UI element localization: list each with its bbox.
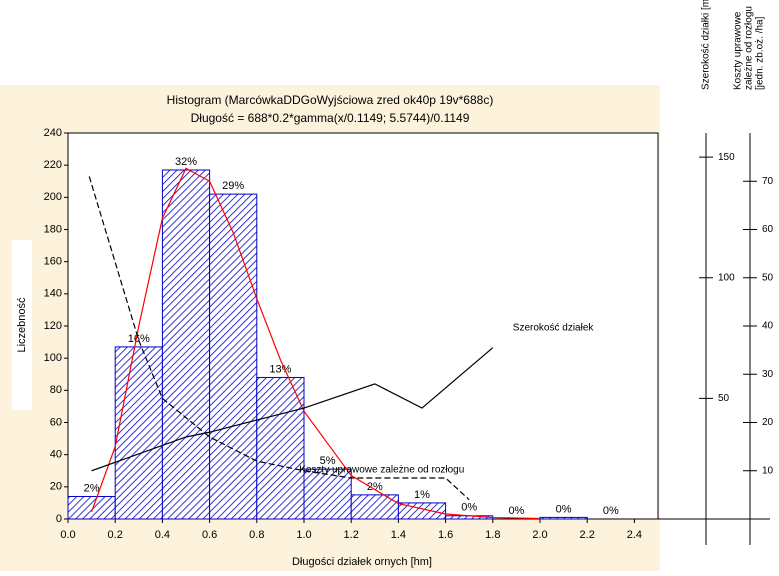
bar [209,193,258,520]
value-label: 2% [84,482,100,494]
x-tick-label: 2.2 [580,529,595,541]
x-tick-label: 1.8 [485,529,500,541]
series-line [91,347,494,472]
y-tick-label: 220 [44,159,62,171]
y-tick-label: 200 [44,191,62,203]
y2-tick-label: 150 [718,152,735,163]
series-line [88,176,470,501]
y2-tick-label: 100 [718,272,735,283]
y3-axis-label: Koszty uprawowe [733,11,744,90]
chart-title: Histogram (MarcówkaDDGoWyjściowa zred ok… [167,93,494,107]
y2-axis-label: Szerokość działki [m] [701,0,712,90]
series-label: Szerokość działek [513,322,595,333]
series-line [91,167,541,520]
y-tick-label: 240 [44,127,62,139]
x-axis-label: Długości działek ornych [hm] [292,556,432,568]
x-tick-label: 0.8 [249,529,264,541]
y3-tick-label: 50 [762,272,774,283]
ylabel-box [12,240,32,410]
y3-tick-label: 10 [762,465,774,476]
series-label: Koszty uprawowe zależne od rozłogu [299,464,464,475]
y3-tick-label: 40 [762,321,774,332]
y-tick-label: 60 [50,416,62,428]
bar [67,495,116,520]
y-tick-label: 0 [56,513,62,525]
chart-subtitle: Długość = 688*0.2*gamma(x/0.1149; 5.5744… [191,111,470,125]
value-label: 0% [556,503,572,515]
y3-tick-label: 60 [762,224,774,235]
bar [256,376,305,520]
x-tick-label: 1.0 [296,529,311,541]
y-tick-label: 120 [44,320,62,332]
bar [539,516,588,520]
bar [114,346,163,520]
y3-axis-label: zależne od rozłogu [744,6,755,90]
x-tick-label: 2.0 [532,529,547,541]
x-tick-label: 1.2 [344,529,359,541]
bar [397,502,447,520]
value-label: 32% [175,156,197,168]
y-tick-label: 160 [44,256,62,268]
y3-axis-label: [jedn. zb.oż. /ha] [755,16,766,90]
value-label: 0% [461,502,477,514]
x-tick-label: 2.4 [627,529,642,541]
bar [161,169,211,520]
y-axis-label: Liczebność [16,297,28,353]
x-tick-label: 0.4 [155,529,170,541]
x-tick-label: 1.4 [391,529,406,541]
x-tick-label: 0.6 [202,529,217,541]
value-label: 16% [128,333,150,345]
y3-tick-label: 70 [762,176,774,187]
value-label: 5% [320,455,336,467]
value-label: 2% [367,481,383,493]
y-tick-label: 100 [44,352,62,364]
value-label: 1% [414,489,430,501]
y2-tick-label: 50 [718,393,730,404]
x-tick-label: 0.0 [60,529,75,541]
y-tick-label: 140 [44,288,62,300]
value-label: 29% [222,180,244,192]
y-tick-label: 40 [50,449,62,461]
x-tick-label: 0.2 [108,529,123,541]
value-label: 0% [508,505,524,517]
y-tick-label: 80 [50,384,62,396]
value-label: 13% [269,363,291,375]
y-tick-label: 180 [44,223,62,235]
y3-tick-label: 20 [762,417,774,428]
bar [350,494,399,520]
y3-tick-label: 30 [762,369,774,380]
bar [303,468,352,520]
x-tick-label: 1.6 [438,529,453,541]
value-label: 0% [603,505,619,517]
y-tick-label: 20 [50,481,62,493]
